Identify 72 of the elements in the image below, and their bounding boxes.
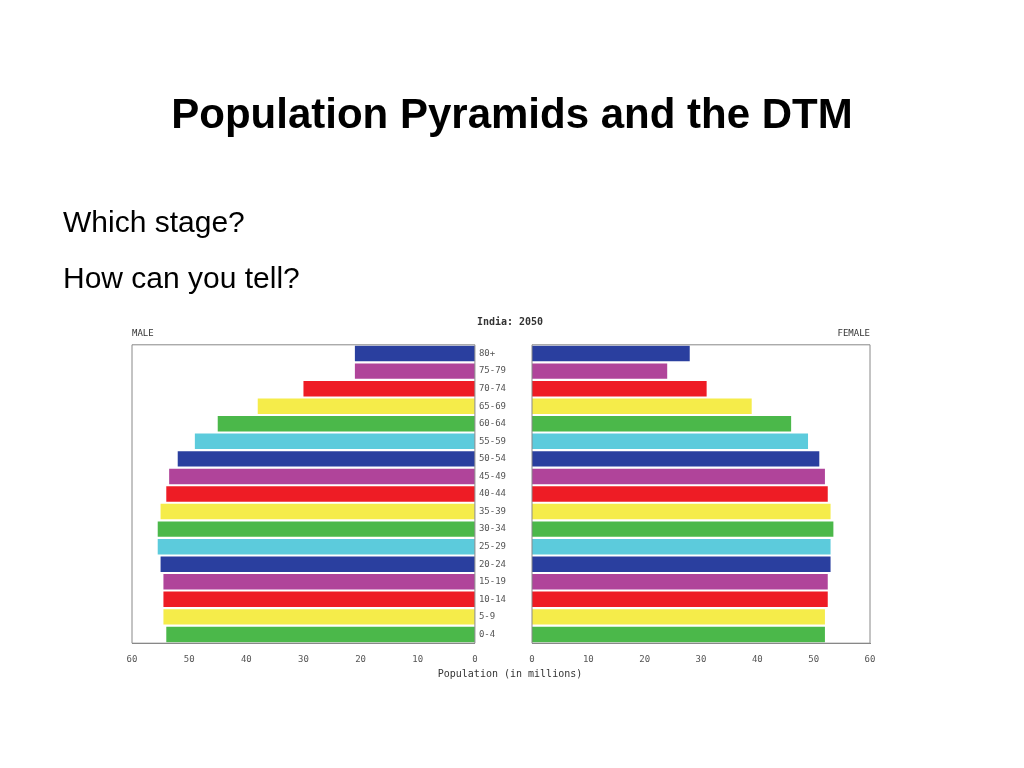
y-tick-label: 25-29 xyxy=(478,541,506,551)
x-tick-label: 40 xyxy=(240,653,252,664)
bar xyxy=(532,363,668,379)
y-tick-label: 50-54 xyxy=(478,453,506,464)
x-tick-label: 0 xyxy=(529,653,535,664)
chart-title: MALE xyxy=(132,327,154,338)
bar xyxy=(532,486,828,502)
bar xyxy=(532,451,820,467)
bar xyxy=(532,468,825,485)
y-tick-label: 30-34 xyxy=(478,523,506,534)
bar xyxy=(194,433,475,450)
x-tick-label: 60 xyxy=(864,653,876,664)
x-tick-label: 30 xyxy=(298,653,309,664)
text: Which stage? xyxy=(63,204,246,240)
bar xyxy=(532,416,792,432)
bar xyxy=(257,398,475,414)
text: How can you tell? xyxy=(63,260,301,296)
y-tick-label: 45-49 xyxy=(478,470,506,481)
bar xyxy=(157,538,475,555)
text: India: 2050 xyxy=(475,316,545,328)
bar xyxy=(160,556,475,572)
x-tick-label: 10 xyxy=(412,653,424,664)
y-tick-label: 75-79 xyxy=(478,365,506,376)
x-axis-title: Population (in millions) xyxy=(436,668,584,679)
y-tick-label: 35-39 xyxy=(478,505,506,516)
bar xyxy=(217,416,475,432)
y-tick-label: 65-69 xyxy=(478,400,506,411)
bar xyxy=(532,574,828,590)
x-tick-label: 60 xyxy=(126,653,138,664)
y-tick-label: 15-19 xyxy=(478,576,506,587)
y-tick-label: 0-4 xyxy=(478,628,496,639)
x-tick-label: 30 xyxy=(695,653,707,664)
bar xyxy=(532,538,831,555)
x-tick-label: 20 xyxy=(639,653,651,664)
bar xyxy=(163,591,475,608)
y-tick-label: 80+ xyxy=(478,347,496,358)
bar xyxy=(532,380,707,397)
y-tick-label: 10-14 xyxy=(478,593,506,604)
bar xyxy=(166,626,475,643)
bar xyxy=(532,398,752,414)
x-tick-label: 40 xyxy=(751,653,763,664)
bar xyxy=(160,503,475,520)
bar xyxy=(532,433,809,450)
bar xyxy=(163,574,475,590)
y-tick-label: 70-74 xyxy=(478,383,506,394)
x-tick-label: 0 xyxy=(472,653,478,664)
bar xyxy=(177,451,475,467)
bar xyxy=(532,609,825,625)
text: Population Pyramids and the DTM xyxy=(170,90,854,139)
y-tick-label: 55-59 xyxy=(478,435,506,446)
x-tick-label: 20 xyxy=(355,653,367,664)
bar xyxy=(169,468,475,485)
bar xyxy=(532,503,831,520)
bar xyxy=(532,345,690,362)
x-tick-label: 10 xyxy=(582,653,594,664)
bar xyxy=(303,380,475,397)
y-tick-label: 5-9 xyxy=(478,611,496,622)
chart-title: FEMALE xyxy=(837,327,870,338)
bar xyxy=(532,591,828,608)
bar xyxy=(163,609,475,625)
x-tick-label: 50 xyxy=(183,653,195,664)
bar xyxy=(166,486,475,502)
bar xyxy=(157,521,475,537)
bar xyxy=(354,363,475,379)
x-tick-label: 50 xyxy=(808,653,820,664)
bar xyxy=(532,521,834,537)
bar xyxy=(354,345,475,362)
y-tick-label: 60-64 xyxy=(478,418,506,429)
bar xyxy=(532,626,825,643)
bar xyxy=(532,556,831,572)
y-tick-label: 20-24 xyxy=(478,558,506,569)
y-tick-label: 40-44 xyxy=(478,488,506,499)
